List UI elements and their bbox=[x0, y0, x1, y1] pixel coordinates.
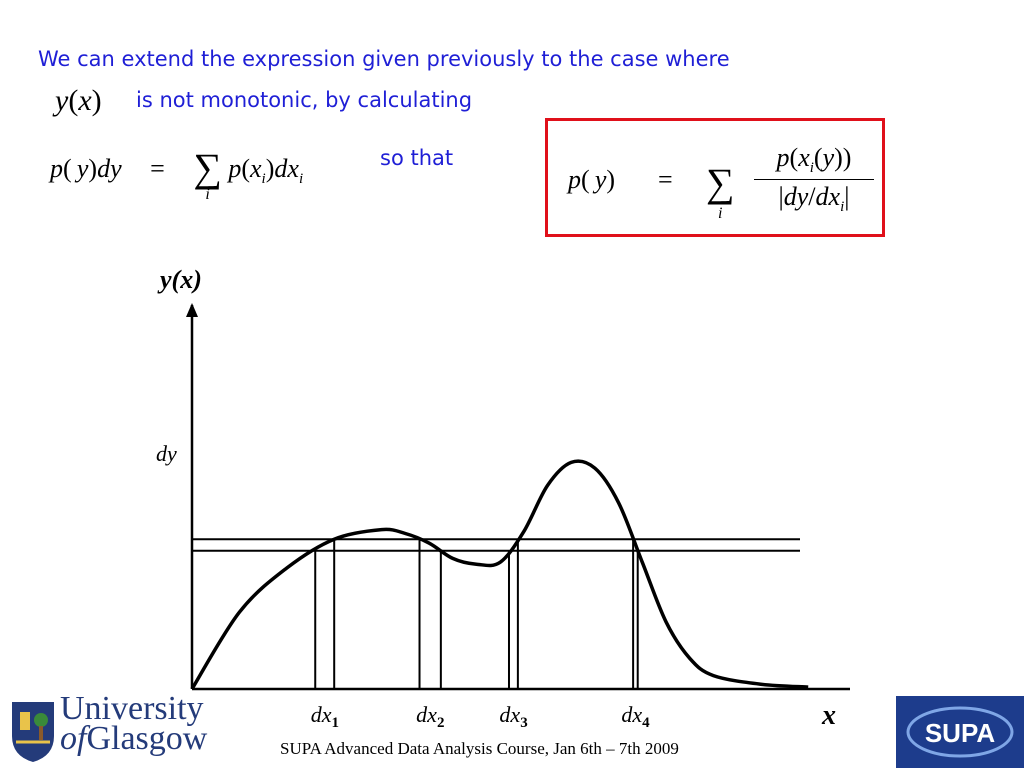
y-axis-label: y(x) bbox=[157, 265, 202, 294]
university-crest-icon bbox=[12, 702, 54, 762]
intro-line-1: We can extend the expression given previ… bbox=[38, 47, 730, 71]
university-of-glasgow-logo: University ofGlasgow bbox=[60, 690, 208, 757]
supa-text: SUPA bbox=[924, 718, 996, 748]
dx-label-3: dx3 bbox=[499, 702, 527, 730]
curve-line bbox=[190, 459, 809, 690]
dx-label-4: dx4 bbox=[621, 702, 650, 730]
supa-swoosh-icon bbox=[906, 706, 1014, 758]
so-that-text: so that bbox=[380, 146, 454, 170]
supa-logo: SUPA bbox=[896, 696, 1024, 768]
dx-label-2: dx2 bbox=[416, 702, 444, 730]
dy-label: dy bbox=[156, 441, 177, 466]
curve-chart: y(x) x dy dx1 dx2 dx3 dx4 bbox=[156, 265, 850, 730]
glasgow-word: Glasgow bbox=[86, 720, 208, 757]
dx-label-1: dx1 bbox=[311, 702, 339, 730]
y-of-x-symbol: y(x) bbox=[55, 84, 102, 117]
footer-text: SUPA Advanced Data Analysis Course, Jan … bbox=[280, 739, 679, 758]
university-word: University bbox=[60, 690, 204, 727]
result-box: p( y) = ∑ i p(xi(y)) |dy/dxi| bbox=[545, 118, 885, 237]
intro-line-2: is not monotonic, by calculating bbox=[136, 88, 473, 112]
x-axis-label: x bbox=[821, 700, 836, 730]
sum-equation: p( y)dy = ∑ i p(xi)dxi bbox=[50, 145, 304, 203]
of-word: of bbox=[60, 720, 87, 757]
